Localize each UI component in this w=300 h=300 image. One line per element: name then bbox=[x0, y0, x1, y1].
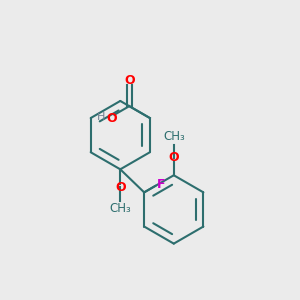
Text: CH₃: CH₃ bbox=[164, 130, 185, 143]
Text: O: O bbox=[106, 112, 117, 124]
Text: F: F bbox=[157, 178, 165, 191]
Text: CH₃: CH₃ bbox=[110, 202, 131, 215]
Text: H: H bbox=[97, 112, 105, 122]
Text: O: O bbox=[169, 151, 179, 164]
Text: O: O bbox=[124, 74, 135, 86]
Text: O: O bbox=[115, 181, 126, 194]
